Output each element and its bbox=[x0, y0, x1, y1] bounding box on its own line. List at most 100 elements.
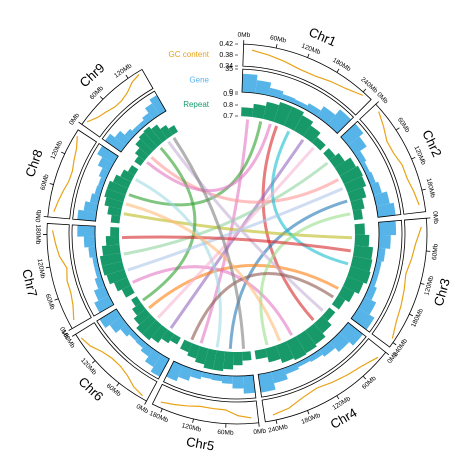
gene-bar bbox=[150, 354, 170, 377]
gene-bar bbox=[132, 125, 142, 135]
tick-mark bbox=[395, 127, 400, 131]
tick-label: 240Mb bbox=[268, 423, 289, 434]
tick-label: 0Mb bbox=[68, 112, 81, 127]
repeat-bar bbox=[113, 277, 131, 292]
gene-bar bbox=[114, 130, 131, 146]
gene-bar bbox=[373, 260, 382, 275]
gene-bar bbox=[137, 120, 148, 130]
tick-label: 120Mb bbox=[36, 258, 46, 279]
gc-line bbox=[378, 111, 420, 206]
tick-label: 120Mb bbox=[412, 145, 426, 166]
tick-label: 0Mb bbox=[253, 428, 267, 436]
repeat-bar bbox=[121, 285, 135, 298]
gene-bar bbox=[308, 349, 323, 363]
gene-bar bbox=[258, 371, 276, 393]
link bbox=[157, 147, 315, 319]
tick-mark bbox=[60, 151, 65, 155]
repeat-bar bbox=[151, 124, 168, 143]
scale-label: 0.38 bbox=[219, 52, 233, 59]
repeat-bar bbox=[170, 333, 181, 345]
tick-label: 60Mb bbox=[44, 293, 56, 311]
tick-label: 120Mb bbox=[49, 139, 64, 160]
gene-bar bbox=[339, 322, 364, 346]
tick-label: 60Mb bbox=[105, 382, 122, 398]
repeat-bar bbox=[276, 341, 295, 364]
tick-label: 180Mb bbox=[410, 307, 425, 328]
gene-bar bbox=[178, 365, 193, 381]
tick-mark bbox=[125, 74, 129, 79]
repeat-bar bbox=[329, 152, 345, 169]
chromosome-label: Chr8 bbox=[22, 147, 45, 179]
gene-bar bbox=[99, 308, 122, 329]
track-border bbox=[96, 308, 170, 380]
repeat-bar bbox=[273, 101, 293, 126]
repeat-bar bbox=[350, 198, 365, 211]
track-border bbox=[371, 217, 428, 348]
repeat-bar bbox=[296, 330, 317, 354]
repeat-bar bbox=[233, 351, 243, 366]
tick-mark bbox=[144, 400, 147, 405]
repeat-bar bbox=[339, 165, 363, 185]
gene-bar bbox=[88, 246, 97, 258]
link bbox=[146, 123, 272, 193]
gene-bar bbox=[83, 236, 96, 248]
tick-mark bbox=[375, 101, 379, 105]
gc-line bbox=[160, 401, 252, 419]
repeat-bar bbox=[132, 302, 146, 316]
gene-bar bbox=[340, 123, 364, 146]
tick-label: 0Mb bbox=[35, 209, 43, 223]
repeat-bar bbox=[112, 174, 132, 189]
gene-bar bbox=[135, 337, 147, 348]
repeat-bar bbox=[331, 295, 346, 310]
track-border bbox=[46, 223, 92, 330]
gene-bar bbox=[327, 109, 352, 134]
tick-label: 60Mb bbox=[396, 117, 411, 135]
tick-label: 60Mb bbox=[269, 34, 287, 44]
repeat-bar bbox=[120, 169, 135, 182]
scale-label: 0.9 bbox=[223, 91, 233, 98]
tick-mark bbox=[192, 418, 194, 423]
gene-bar bbox=[94, 266, 102, 278]
gene-bar bbox=[94, 295, 114, 313]
gene-bar bbox=[232, 375, 244, 389]
gene-bar bbox=[305, 103, 321, 117]
repeat-bar bbox=[254, 348, 268, 360]
tick-label: 0Mb bbox=[431, 211, 439, 225]
gene-bar bbox=[97, 157, 114, 172]
repeat-bar bbox=[252, 103, 266, 119]
track-border bbox=[261, 338, 387, 423]
track-border bbox=[242, 43, 372, 116]
tick-label: 120Mb bbox=[181, 422, 202, 433]
tick-mark bbox=[307, 410, 310, 415]
repeat-bar bbox=[161, 329, 175, 344]
repeat-bar bbox=[334, 157, 357, 176]
gc-line bbox=[51, 230, 75, 321]
repeat-bar bbox=[136, 314, 157, 335]
repeat-bar bbox=[134, 156, 145, 166]
repeat-bar bbox=[293, 115, 314, 137]
gene-bar bbox=[97, 145, 119, 164]
gene-bar bbox=[283, 363, 299, 375]
scale-label: 0.34 bbox=[219, 63, 233, 70]
tick-label: 240Mb bbox=[359, 76, 379, 95]
repeat-bar bbox=[203, 348, 217, 370]
repeat-bar bbox=[352, 209, 363, 221]
repeat-bar bbox=[337, 286, 355, 303]
gc-line bbox=[251, 49, 364, 96]
repeat-bar bbox=[143, 126, 163, 147]
link bbox=[259, 212, 351, 346]
chromosome-label: Chr9 bbox=[77, 60, 108, 90]
repeat-bar bbox=[134, 147, 149, 161]
repeat-bar bbox=[135, 138, 153, 156]
tick-mark bbox=[91, 360, 96, 364]
tick-mark bbox=[411, 156, 416, 160]
tick-mark bbox=[54, 298, 59, 301]
gene-bar bbox=[351, 307, 375, 330]
repeat-bar bbox=[104, 188, 126, 203]
tick-label: 180Mb bbox=[34, 224, 41, 244]
gene-bar bbox=[129, 330, 140, 342]
link bbox=[135, 178, 222, 348]
track-border bbox=[257, 321, 367, 398]
tick-mark bbox=[307, 53, 310, 58]
repeat-bar bbox=[342, 276, 364, 294]
